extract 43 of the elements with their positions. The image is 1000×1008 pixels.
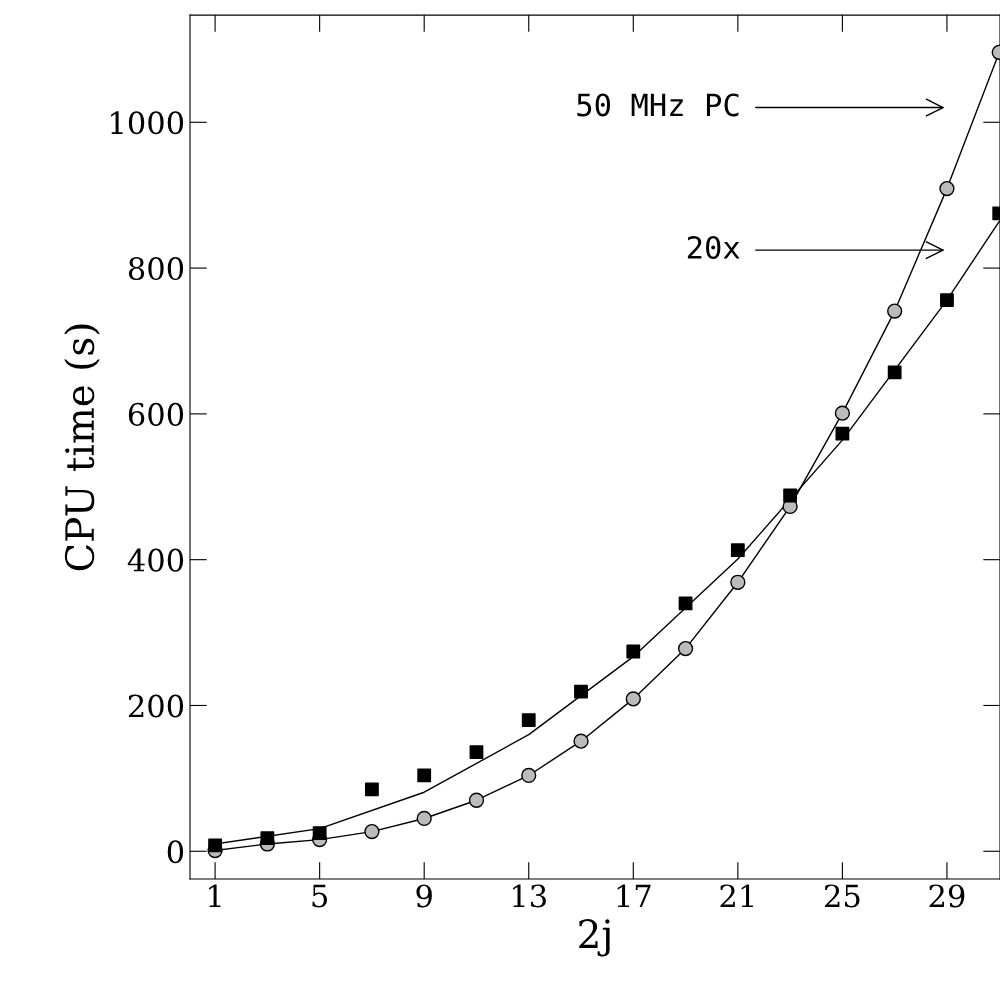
y-tick-label: 0 (167, 840, 184, 864)
point (625, 691, 641, 707)
x-tick-label: 21 (720, 884, 753, 908)
x-tick-label: 25 (825, 884, 860, 908)
point (730, 543, 745, 558)
point (521, 713, 536, 727)
y-tick-label: 400 (127, 548, 184, 572)
y-tick-label: 200 (128, 694, 184, 718)
x-tick-label: 29 (929, 884, 965, 908)
point (365, 782, 379, 797)
point (677, 640, 694, 657)
annotation: 20x (687, 235, 740, 260)
point (730, 574, 746, 590)
point (469, 745, 484, 760)
point (835, 426, 850, 441)
x-tick-label: 13 (513, 884, 546, 908)
x-axis-title: 2j (579, 919, 610, 957)
y-tick-label: 600 (128, 402, 184, 426)
annotation: 50 MHz PC (577, 93, 739, 117)
point (417, 768, 432, 783)
x-tick-label: 1 (209, 884, 221, 908)
point (626, 644, 641, 659)
point (940, 293, 954, 308)
point (783, 488, 798, 503)
point (260, 831, 275, 846)
point (573, 733, 589, 749)
y-tick-label: 800 (128, 257, 184, 281)
x-tick-label: 17 (617, 884, 651, 908)
x-tick-label: 5 (312, 884, 327, 908)
point (416, 810, 432, 827)
x-tick-label: 9 (416, 884, 432, 908)
y-axis-title: CPU time (s) (64, 324, 100, 571)
point (834, 405, 851, 421)
point (574, 684, 588, 699)
point (468, 792, 485, 808)
point (208, 838, 222, 853)
point (939, 180, 955, 197)
point (521, 767, 537, 784)
point (312, 826, 327, 840)
point (364, 823, 380, 840)
y-tick-label: 1000 (111, 111, 184, 135)
point (887, 365, 902, 380)
point (887, 303, 903, 319)
